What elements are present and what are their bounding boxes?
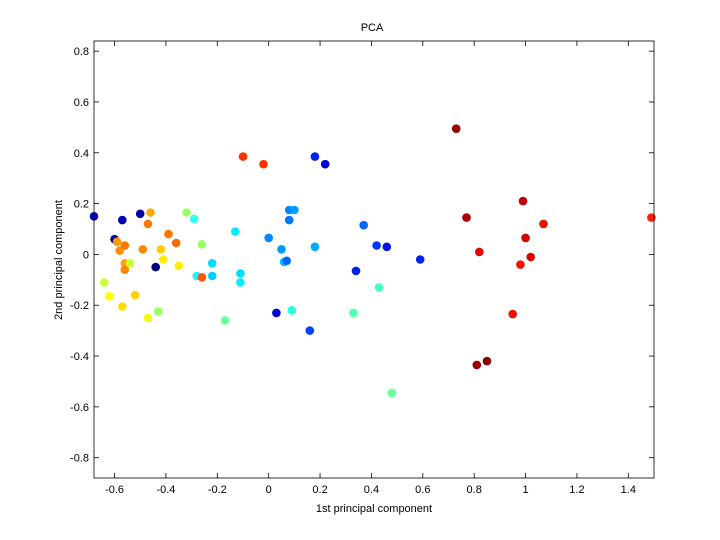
y-tick-label: 0.8	[74, 46, 89, 58]
data-point-34	[231, 227, 240, 236]
data-point-41	[277, 245, 286, 254]
y-tick-label: -0.6	[70, 402, 89, 414]
y-tick-label: -0.2	[70, 300, 89, 312]
data-point-24	[171, 238, 181, 248]
data-point-26	[182, 208, 191, 217]
x-tick-label: 0.6	[415, 484, 430, 496]
data-point-27	[189, 214, 199, 224]
data-point-17	[153, 307, 163, 316]
y-tick-label: -0.8	[70, 453, 89, 465]
data-point-23	[164, 229, 173, 239]
data-point-19	[143, 219, 153, 229]
data-point-61	[462, 213, 471, 222]
data-point-37	[238, 152, 248, 161]
x-tick-label: 0.2	[312, 484, 327, 496]
x-tick-label: -0.2	[208, 484, 227, 496]
data-point-11	[125, 259, 135, 268]
data-point-20	[146, 208, 155, 217]
data-point-3	[118, 215, 127, 225]
data-point-54	[359, 220, 369, 230]
y-tick-label: 0.4	[74, 148, 89, 160]
data-point-4	[135, 209, 145, 219]
data-point-5	[151, 262, 160, 272]
data-point-29	[197, 273, 207, 282]
x-tick-label: 0.4	[364, 484, 379, 496]
y-tick-label: 0	[83, 249, 89, 261]
data-point-48	[305, 326, 315, 335]
data-point-38	[259, 159, 268, 169]
data-point-49	[310, 152, 320, 161]
data-point-6	[112, 237, 122, 246]
data-point-18	[138, 245, 148, 254]
data-point-67	[518, 196, 528, 206]
data-point-51	[320, 159, 330, 169]
data-point-8	[120, 241, 130, 250]
data-point-71	[647, 213, 656, 222]
data-point-43	[282, 256, 292, 266]
data-point-59	[415, 255, 425, 264]
chart-title: PCA	[361, 22, 384, 34]
data-point-50	[310, 242, 320, 252]
data-point-40	[272, 308, 281, 318]
plot-area-frame	[93, 40, 655, 479]
x-axis-ticks: -0.6 -0.4 -0.2 0 0.2 0.4 0.6 0.8 1 1.2 1.4	[105, 41, 636, 496]
data-point-64	[482, 356, 492, 366]
data-point-36	[236, 278, 245, 287]
data-point-56	[374, 283, 384, 292]
x-tick-label: -0.6	[105, 484, 124, 496]
data-point-62	[472, 360, 482, 370]
data-point-15	[130, 290, 140, 300]
x-tick-label: 1	[522, 484, 528, 496]
y-tick-label: 0.6	[74, 97, 89, 109]
y-tick-label: 0.2	[74, 199, 89, 211]
data-point-22	[159, 255, 168, 264]
data-point-16	[143, 313, 153, 323]
data-point-46	[287, 306, 297, 315]
y-tick-label: -0.4	[70, 351, 89, 363]
data-point-53	[351, 266, 361, 276]
data-point-33	[220, 316, 230, 325]
data-point-57	[382, 242, 392, 252]
data-point-25	[174, 261, 184, 271]
data-point-52	[349, 308, 358, 318]
data-point-55	[372, 241, 381, 250]
scatter-points	[89, 124, 656, 398]
data-point-68	[521, 233, 530, 243]
data-point-35	[236, 269, 245, 278]
data-point-13	[105, 292, 114, 301]
data-point-44	[284, 215, 294, 225]
x-tick-label: 1.2	[569, 484, 584, 496]
data-point-31	[207, 259, 217, 268]
data-point-63	[475, 247, 484, 257]
data-point-30	[197, 240, 207, 249]
data-point-70	[539, 219, 548, 229]
data-point-10	[120, 265, 130, 275]
x-tick-label: -0.4	[156, 484, 175, 496]
x-tick-label: 0	[266, 484, 272, 496]
y-axis-label: 2nd principal component	[53, 200, 65, 320]
data-point-32	[207, 271, 217, 281]
x-axis-label: 1st principal component	[316, 503, 432, 515]
data-point-66	[516, 260, 525, 269]
x-tick-label: 1.4	[621, 484, 636, 496]
data-point-47	[290, 205, 299, 215]
data-point-12	[100, 278, 109, 287]
data-point-58	[387, 388, 397, 398]
data-point-60	[451, 124, 461, 133]
data-point-21	[156, 245, 166, 254]
data-point-39	[264, 233, 274, 243]
data-point-14	[118, 302, 127, 311]
y-axis-ticks: -0.8 -0.6 -0.4 -0.2 0 0.2 0.4 0.6 0.8	[70, 46, 654, 465]
x-tick-label: 0.8	[467, 484, 482, 496]
data-point-69	[526, 252, 535, 262]
data-point-65	[508, 309, 517, 319]
